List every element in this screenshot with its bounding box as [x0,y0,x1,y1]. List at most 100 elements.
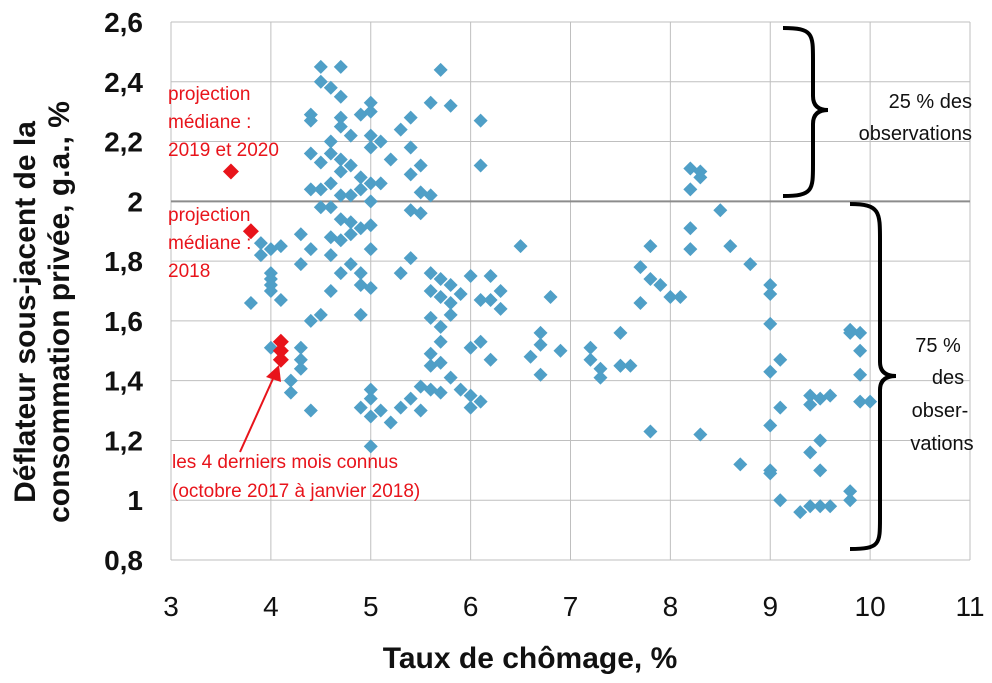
observation-point [423,284,438,298]
observation-point [853,343,868,358]
x-tick-label: 6 [463,591,479,622]
observation-point [523,349,538,364]
observation-point [583,340,598,355]
observation-point [353,400,368,415]
data-points [222,59,878,520]
y-tick-label: 1 [127,485,143,516]
observation-point [413,206,428,221]
observation-point [553,343,568,358]
annotation-line: 2018 [168,261,210,282]
observation-point [323,146,338,161]
observation-point [303,146,318,161]
highlight-point [272,342,289,359]
observation-point [683,182,698,197]
observation-point [733,457,748,472]
x-tick-label: 5 [363,591,379,622]
observation-point [363,382,378,397]
observation-point [373,403,388,418]
observation-point [243,295,258,310]
observation-point [353,221,368,236]
observation-point [323,200,338,215]
observation-point [273,292,288,307]
observation-point [363,176,378,191]
observation-point [383,152,398,167]
observation-point [323,248,338,263]
observation-point [343,227,358,242]
observation-point [863,394,878,409]
observation-point [463,400,478,415]
x-tick-label: 8 [663,591,679,622]
observation-point [813,463,828,478]
observation-point [773,400,788,415]
observation-point [483,292,498,307]
observation-point [323,80,338,95]
observation-point [843,493,858,508]
observation-point [823,499,838,514]
observation-point [303,242,318,257]
observation-point [263,284,278,298]
observation-point [363,281,378,296]
observation-point [313,200,328,215]
observation-point [423,95,438,110]
observation-point [393,266,408,281]
observation-point [343,128,358,143]
observation-point [333,164,348,179]
observation-point [433,319,448,334]
y-tick-label: 0,8 [104,545,143,576]
observation-point [473,334,488,349]
observation-point [423,266,438,281]
x-tick-labels: 3 4 5 6 7 8 9 10 11 [163,591,984,622]
annotation-lower-share: 75 % des obser- vations [910,335,973,455]
highlight-point [222,163,239,180]
observation-point [803,499,818,514]
observation-point [473,394,488,409]
observation-point [443,307,458,322]
highlight-point [272,333,289,350]
observation-point [353,266,368,281]
observation-point [353,182,368,197]
upper-brace [782,26,829,198]
observation-point [323,176,338,191]
observation-point [263,242,278,257]
observation-point [723,239,738,254]
observation-point [363,128,378,143]
observation-point [633,295,648,310]
observation-point [373,134,388,149]
annotation-last-months: les 4 derniers mois connus (octobre 2017… [172,452,420,502]
observation-point [463,388,478,403]
annotation-line: (octobre 2017 à janvier 2018) [172,481,420,502]
observation-point [353,170,368,185]
observation-point [433,289,448,304]
observation-point [423,346,438,361]
lower-brace [849,202,897,551]
observation-point [363,439,378,454]
observation-point [773,352,788,367]
observation-point [433,355,448,370]
observation-point [473,158,488,173]
y-tick-label: 2,6 [104,7,143,38]
observation-point [713,203,728,218]
annotation-arrow-line [239,371,277,453]
observation-point [533,367,548,382]
annotation-line: 25 % des [889,91,972,113]
observation-point [433,334,448,349]
x-axis-title: Taux de chômage, % [383,642,678,675]
observation-point [763,316,778,331]
observation-point [643,239,658,254]
observation-point [363,409,378,424]
observation-point [633,260,648,275]
observation-point [443,370,458,385]
observation-point [283,385,298,400]
observation-point [433,272,448,287]
observation-point [803,445,818,460]
observation-point [743,257,758,272]
observation-point [293,361,308,376]
observation-point [853,367,868,382]
observation-point [493,301,508,316]
observation-point [533,325,548,340]
observation-point [333,89,348,104]
observation-point [403,251,418,266]
observation-point [303,403,318,418]
observation-point [313,155,328,170]
